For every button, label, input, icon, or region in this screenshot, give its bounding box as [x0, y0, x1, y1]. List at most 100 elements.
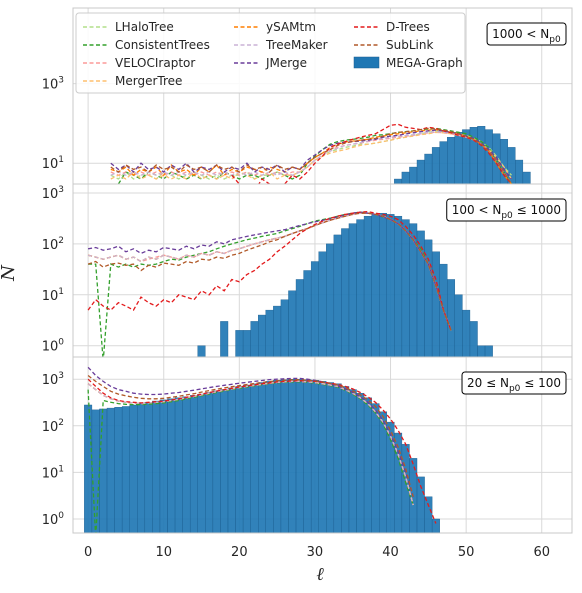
bar	[447, 137, 456, 184]
series-line-sublink	[110, 127, 513, 184]
panel-3: 100 101 102 103 20 ≤ Np0 ≤ 100	[42, 356, 573, 534]
annotation-text: 100 < Np0 ≤ 1000	[452, 203, 561, 221]
x-axis: 0 10 20 30 40 50 60	[84, 545, 550, 560]
bar	[280, 379, 289, 533]
y-tick-label: 103	[42, 76, 64, 93]
legend-frame	[75, 12, 466, 94]
bar	[91, 409, 100, 533]
bar	[258, 314, 266, 357]
bar	[205, 392, 214, 533]
bar	[250, 383, 259, 533]
bar	[401, 219, 410, 357]
bar	[106, 407, 115, 533]
bar	[363, 215, 372, 357]
legend-label: SubLink	[386, 38, 433, 52]
bar	[348, 223, 357, 357]
bar	[167, 398, 176, 533]
bar	[182, 396, 191, 533]
series-lines	[87, 366, 437, 533]
legend-item-sublink: SubLink	[354, 38, 433, 52]
bar	[121, 406, 130, 533]
bar	[295, 279, 304, 357]
bar	[137, 403, 146, 533]
bar	[212, 390, 221, 533]
legend-label: ySAMtm	[266, 20, 316, 34]
bar	[454, 132, 463, 184]
bars-mega-graph	[197, 213, 493, 357]
bar	[462, 309, 471, 357]
legend-item-lhalotree: LHaloTree	[83, 20, 174, 34]
panel-annotation: 20 ≤ Np0 ≤ 100	[461, 371, 567, 395]
legend-label: TreeMaker	[265, 38, 328, 52]
bar	[159, 399, 168, 533]
legend-label: D-Trees	[386, 20, 430, 34]
bar	[189, 395, 198, 533]
bar	[280, 299, 289, 357]
legend-item-mega-graph: MEGA-Graph	[353, 56, 463, 70]
x-tick-label: 40	[382, 545, 399, 560]
bar	[310, 261, 319, 357]
bar	[288, 379, 297, 533]
legend-label: LHaloTree	[115, 20, 174, 34]
bar	[477, 126, 486, 184]
bar	[386, 214, 395, 357]
bar	[416, 159, 425, 184]
y-tick-label: 103	[42, 371, 64, 388]
bar	[424, 153, 433, 184]
bar	[310, 380, 319, 533]
bar	[348, 389, 357, 533]
bar	[318, 381, 327, 533]
y-tick-label: 102	[42, 236, 64, 253]
legend-item-treemaker: TreeMaker	[234, 38, 328, 52]
bar	[242, 330, 251, 357]
bar	[356, 219, 365, 357]
annotation-text: 20 ≤ Np0 ≤ 100	[467, 376, 561, 394]
bar	[424, 239, 433, 357]
bar	[484, 345, 493, 357]
bar	[144, 402, 153, 533]
y-tick-label: 101	[42, 155, 64, 172]
y-tick-label: 101	[42, 464, 64, 481]
panels-layer: 101 103 1000 < Np0 100 101 102 103 100 < Np0 ≤ …	[42, 7, 573, 534]
bar	[326, 243, 335, 357]
bar	[197, 393, 206, 533]
bar	[379, 213, 387, 357]
panel-annotation: 100 < Np0 ≤ 1000	[446, 198, 567, 222]
bar	[447, 279, 456, 357]
series-line-velociraptor	[87, 212, 452, 331]
bar	[424, 496, 433, 533]
bar	[356, 393, 365, 533]
bar	[273, 305, 282, 357]
bar	[303, 379, 312, 533]
series-line-treemaker	[110, 131, 513, 184]
bar	[341, 386, 350, 533]
bar	[197, 345, 206, 357]
y-tick-label: 101	[42, 287, 64, 304]
bar	[394, 178, 403, 184]
bar	[235, 330, 244, 357]
series-line-consistenttrees	[87, 381, 414, 533]
series-line-jmerge	[110, 129, 513, 180]
x-axis-label: ℓ	[316, 564, 324, 585]
legend-label: MergerTree	[115, 74, 182, 88]
bar	[318, 251, 327, 357]
bar	[265, 381, 274, 533]
legend-label: MEGA-Graph	[386, 56, 463, 70]
series-line-sublink	[87, 212, 452, 331]
bar	[250, 321, 259, 357]
bar	[129, 404, 138, 533]
bar	[303, 270, 312, 357]
x-tick-label: 0	[84, 545, 92, 560]
bar	[174, 397, 183, 533]
legend-swatch	[353, 56, 380, 69]
bar	[99, 408, 108, 533]
y-axis-label: N	[0, 264, 19, 282]
legend-item-jmerge: JMerge	[234, 56, 307, 70]
legend-item-d-trees: D-Trees	[354, 20, 430, 34]
legend-label: VELOCIraptor	[115, 56, 195, 70]
series-line-jmerge	[87, 366, 414, 497]
bar	[401, 171, 410, 184]
bar	[409, 166, 418, 184]
panel-frame	[72, 356, 573, 534]
legend-label: JMerge	[265, 56, 307, 70]
